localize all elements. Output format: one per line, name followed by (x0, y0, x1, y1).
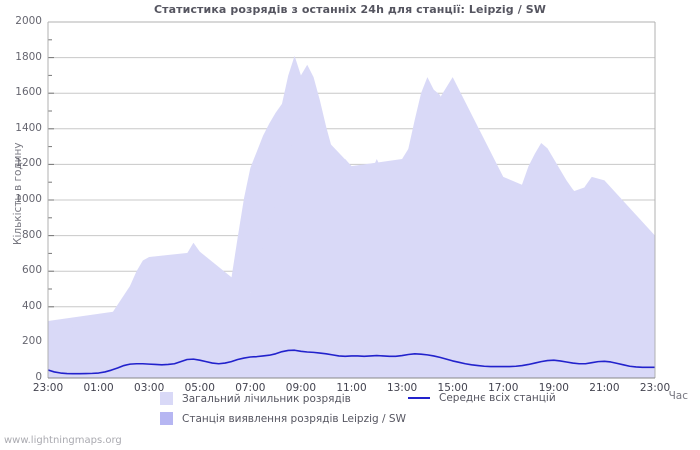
x-tick-label: 11:00 (336, 382, 367, 394)
page-title: Статистика розрядів з останніх 24h для с… (153, 3, 546, 16)
plot-frame (47, 21, 656, 379)
x-tick-label: 15:00 (437, 382, 468, 394)
x-tick-label: 09:00 (285, 382, 317, 394)
site-watermark: www.lightningmaps.org (4, 435, 122, 446)
x-tick-label: 05:00 (184, 382, 215, 394)
legend-label-station: Станція виявлення розрядів Leipzig / SW (182, 412, 406, 425)
y-tick-label: 1600 (15, 86, 42, 99)
y-tick-label: 600 (21, 264, 42, 277)
legend-item-average[interactable]: Середнє всіх станцій (408, 392, 556, 404)
x-tick-label: 23:00 (32, 382, 64, 394)
y-tick-label: 1400 (15, 121, 42, 134)
x-tick-label: 19:00 (538, 382, 569, 394)
y-tick-label: 1000 (15, 193, 42, 205)
x-tick-label: 01:00 (83, 382, 114, 394)
legend-item-station-detected[interactable]: Станція виявлення розрядів Leipzig / SW (160, 412, 406, 425)
legend-label-average: Середнє всіх станцій (439, 392, 556, 404)
y-tick-label: 800 (21, 228, 42, 241)
legend-item-total-counter[interactable]: Загальний лічильник розрядів (160, 392, 351, 405)
x-tick-label: 03:00 (134, 382, 165, 394)
x-tick-label: 23:00 (639, 382, 671, 394)
x-tick-label: 07:00 (235, 382, 266, 394)
y-tick-label: 1200 (15, 157, 42, 170)
x-tick-label: 21:00 (589, 382, 620, 394)
y-tick-label: 2000 (15, 15, 42, 27)
legend-label-total: Загальний лічильник розрядів (182, 392, 351, 405)
y-tick-label: 400 (21, 299, 42, 312)
legend-line-average (408, 397, 430, 399)
y-tick-label: 1800 (15, 50, 42, 63)
y-tick-label: 200 (21, 335, 42, 348)
x-tick-label: 17:00 (488, 382, 519, 394)
legend-swatch-total (160, 392, 173, 405)
area-station-detected (48, 77, 655, 379)
line-average-all-stations (47, 349, 655, 375)
x-axis-title: Час (668, 390, 688, 402)
legend-swatch-station (160, 412, 173, 425)
x-tick-label: 13:00 (386, 382, 418, 394)
y-tick-label: 0 (35, 371, 42, 383)
